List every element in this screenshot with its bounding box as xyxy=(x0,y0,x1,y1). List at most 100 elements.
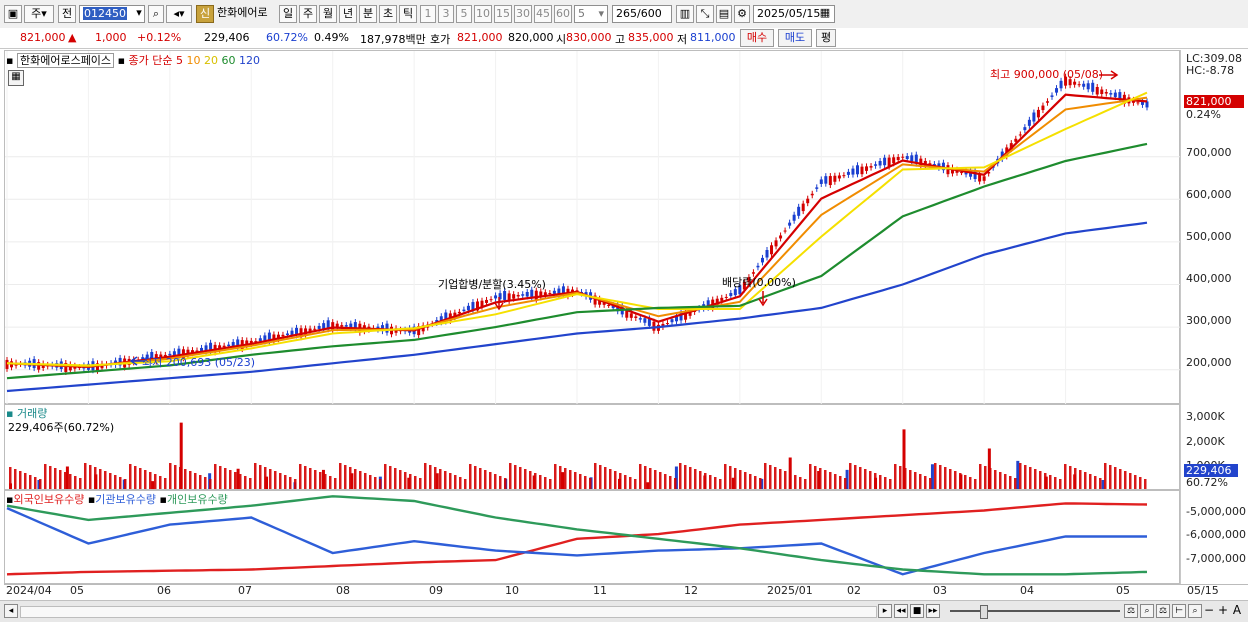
range-input[interactable]: 265/600 xyxy=(612,5,672,23)
volume-bar xyxy=(304,466,307,489)
high-arrow-icon xyxy=(1099,70,1119,80)
period-tick[interactable]: 틱 xyxy=(399,5,417,23)
gear-icon[interactable]: ⚙ xyxy=(734,5,750,23)
volume-bar xyxy=(845,469,849,489)
play-icon[interactable]: ▸▸ xyxy=(926,604,940,618)
minute-60[interactable]: 60 xyxy=(554,5,572,23)
search-icon[interactable]: ⌕ xyxy=(1188,604,1202,618)
ma-10[interactable]: 10 xyxy=(186,54,201,67)
volume-bar xyxy=(164,478,167,489)
volume-bar xyxy=(749,474,752,489)
ma-120[interactable]: 120 xyxy=(239,54,261,67)
volume-bar xyxy=(350,473,354,489)
mode-select[interactable]: 주▾ xyxy=(24,5,54,23)
volume-bar xyxy=(29,475,32,489)
legend-foreign[interactable]: 외국인보유수량 xyxy=(13,493,85,506)
candle-body xyxy=(1027,119,1031,126)
crosshair-icon[interactable]: ⊢ xyxy=(1172,604,1186,618)
candle-body xyxy=(1095,87,1099,95)
save-icon[interactable]: ▤ xyxy=(716,5,732,23)
ma-5[interactable]: 5 xyxy=(176,54,184,67)
volume-bar xyxy=(1054,477,1057,489)
volume-bar xyxy=(554,464,557,489)
code-dropdown-icon[interactable]: ▾ xyxy=(136,6,142,19)
zoom-in-icon[interactable]: + xyxy=(1217,603,1229,617)
buy-button[interactable]: 매수 xyxy=(740,29,774,47)
volume-bar xyxy=(809,464,812,489)
volume-bar xyxy=(624,475,627,489)
period-day[interactable]: 일 xyxy=(279,5,297,23)
candle-body xyxy=(910,155,914,162)
candle-body xyxy=(168,353,172,356)
volume-bar xyxy=(279,473,282,489)
avg-button[interactable]: 평 xyxy=(816,29,836,47)
legend-individual[interactable]: 개인보유수량 xyxy=(166,493,228,506)
minute-3[interactable]: 3 xyxy=(438,5,454,23)
volume-bar xyxy=(769,465,772,489)
volume-panel[interactable] xyxy=(4,404,1180,490)
code-input[interactable]: 012450 xyxy=(79,5,145,23)
speaker-icon[interactable]: ◂▾ xyxy=(166,5,192,23)
price-panel[interactable] xyxy=(4,50,1181,405)
rewind-icon[interactable]: ◂◂ xyxy=(894,604,908,618)
minute-15[interactable]: 15 xyxy=(494,5,512,23)
ma-20[interactable]: 20 xyxy=(204,54,219,67)
volume-bar xyxy=(704,473,707,489)
minute-30[interactable]: 30 xyxy=(514,5,532,23)
candle-body xyxy=(1055,88,1059,93)
search-icon[interactable]: ⌕ xyxy=(148,5,164,23)
date-input[interactable]: 2025/05/15 xyxy=(753,5,835,23)
minute-5[interactable]: 5 xyxy=(456,5,472,23)
minute-45[interactable]: 45 xyxy=(534,5,552,23)
candle-body xyxy=(770,245,774,255)
volume-bar xyxy=(244,476,247,489)
indicator-icon[interactable]: ⤡ xyxy=(696,5,714,23)
horizontal-scrollbar[interactable] xyxy=(20,606,877,618)
high-label: 고 xyxy=(615,33,626,46)
scroll-right-icon[interactable]: ▸ xyxy=(878,604,892,618)
holdings-panel[interactable] xyxy=(4,490,1180,584)
candle-body xyxy=(792,214,796,221)
count-input[interactable]: 5 ▾ xyxy=(574,5,608,23)
zoom-slider-handle[interactable] xyxy=(980,605,988,619)
volume-bar xyxy=(144,470,147,489)
stock-title[interactable]: 한화에어로스페이스 xyxy=(16,53,115,68)
volume-bar xyxy=(974,479,977,489)
candle-body xyxy=(806,198,810,204)
candle-body xyxy=(1041,105,1045,111)
candle-body xyxy=(1023,127,1027,131)
volume-bar xyxy=(1099,478,1102,489)
candle-body xyxy=(598,298,602,305)
volume-bar xyxy=(1016,460,1020,489)
zoom-out-icon[interactable]: − xyxy=(1203,603,1215,617)
legend-institution[interactable]: 기관보유수량 xyxy=(95,493,157,506)
scale-icon[interactable]: ⚖ xyxy=(1124,604,1138,618)
prev-button[interactable]: 전 xyxy=(58,5,76,23)
period-week[interactable]: 주 xyxy=(299,5,317,23)
minute-10[interactable]: 10 xyxy=(474,5,492,23)
calendar-icon[interactable]: ▦ xyxy=(819,6,831,19)
volume-bar xyxy=(1039,471,1042,489)
period-second[interactable]: 초 xyxy=(379,5,397,23)
period-month[interactable]: 월 xyxy=(319,5,337,23)
count-dropdown-icon[interactable]: ▾ xyxy=(598,7,604,20)
sell-button[interactable]: 매도 xyxy=(778,29,812,47)
bid-price: 820,000 xyxy=(508,31,554,44)
chart-settings-icon[interactable]: ▥ xyxy=(676,5,694,23)
search-icon[interactable]: ⌕ xyxy=(1140,604,1154,618)
ma-title[interactable]: 종가 단순 xyxy=(128,54,173,67)
scale-icon[interactable]: ⚖ xyxy=(1156,604,1170,618)
minute-1[interactable]: 1 xyxy=(420,5,436,23)
period-year[interactable]: 년 xyxy=(339,5,357,23)
candle-body xyxy=(706,300,710,308)
candle-body xyxy=(923,160,927,166)
period-minute[interactable]: 분 xyxy=(359,5,377,23)
candle-body xyxy=(869,166,873,168)
chart-window-icon[interactable]: ▣ xyxy=(4,5,22,23)
auto-scale-icon[interactable]: A xyxy=(1232,603,1242,617)
ma-60[interactable]: 60 xyxy=(221,54,236,67)
stop-icon[interactable]: ■ xyxy=(910,604,924,618)
grid-toggle-icon[interactable]: ▦ xyxy=(8,70,24,86)
scroll-left-icon[interactable]: ◂ xyxy=(4,604,18,618)
zoom-slider[interactable] xyxy=(950,610,1120,612)
